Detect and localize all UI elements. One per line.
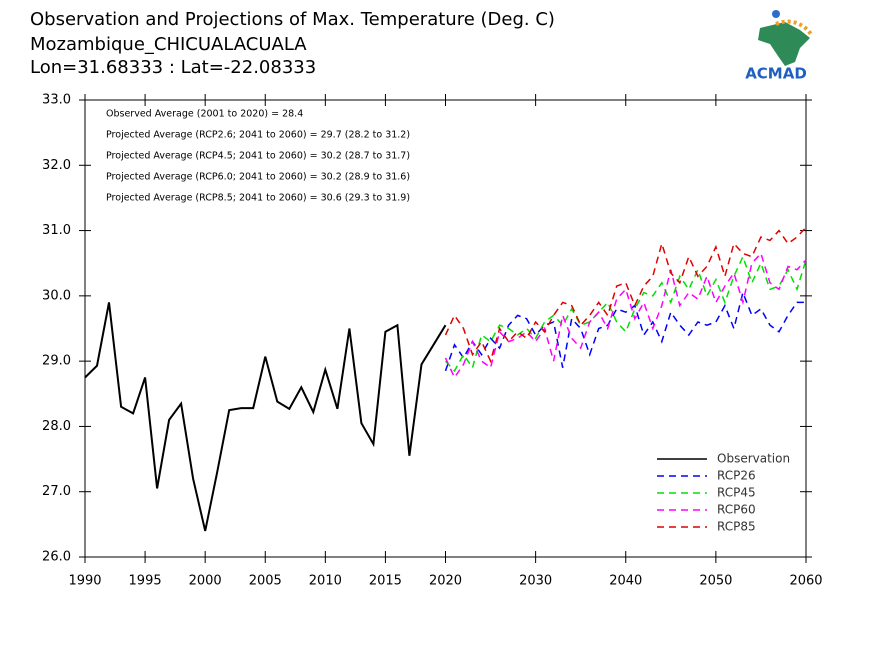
legend-label: RCP45 — [717, 486, 756, 500]
legend-label: RCP85 — [717, 520, 756, 534]
series-line — [444, 290, 806, 372]
logo-text: ACMAD — [745, 65, 807, 83]
chart-subtitle: Mozambique_CHICUALACUALA — [30, 34, 307, 55]
y-tick-label: 29.0 — [42, 354, 71, 369]
x-tick-label: 2030 — [519, 574, 552, 589]
y-tick-label: 28.0 — [42, 419, 71, 434]
x-tick-label: 2010 — [309, 574, 342, 589]
annotation: Projected Average (RCP8.5; 2041 to 2060)… — [106, 193, 410, 204]
annotation: Projected Average (RCP6.0; 2041 to 2060)… — [106, 172, 410, 183]
x-tick-label: 2000 — [189, 574, 222, 589]
x-tick-label: 1995 — [129, 574, 162, 589]
chart-title: Observation and Projections of Max. Temp… — [30, 9, 555, 30]
x-tick-label: 2005 — [249, 574, 282, 589]
series-line — [444, 254, 807, 373]
annotation: Observed Average (2001 to 2020) = 28.4 — [106, 109, 303, 120]
y-tick-label: 31.0 — [42, 223, 71, 238]
x-tick-label: 2040 — [609, 574, 642, 589]
logo: ACMAD — [745, 10, 814, 83]
x-tick-label: 2060 — [789, 574, 822, 589]
legend-label: Observation — [717, 452, 790, 466]
plot-frame — [84, 99, 807, 558]
chart-subtitle: Lon=31.68333 : Lat=-22.08333 — [30, 57, 316, 78]
y-tick-label: 33.0 — [42, 93, 71, 108]
logo-drop — [772, 10, 780, 18]
series-line — [444, 251, 807, 380]
annotation: Projected Average (RCP4.5; 2041 to 2060)… — [106, 151, 410, 162]
x-tick-label: 1990 — [68, 574, 101, 589]
annotation: Projected Average (RCP2.6; 2041 to 2060)… — [106, 130, 410, 141]
y-tick-label: 32.0 — [42, 158, 71, 173]
series-line — [84, 302, 447, 532]
legend-label: RCP26 — [717, 469, 756, 483]
x-tick-label: 2020 — [429, 574, 462, 589]
y-tick-label: 26.0 — [42, 550, 71, 565]
logo-map — [758, 22, 810, 66]
series-line — [444, 226, 807, 364]
legend-label: RCP60 — [717, 503, 756, 517]
x-tick-label: 2015 — [369, 574, 402, 589]
x-tick-label: 2050 — [699, 574, 732, 589]
y-tick-label: 30.0 — [42, 288, 71, 303]
y-tick-label: 27.0 — [42, 484, 71, 499]
logo-ring — [775, 19, 814, 38]
